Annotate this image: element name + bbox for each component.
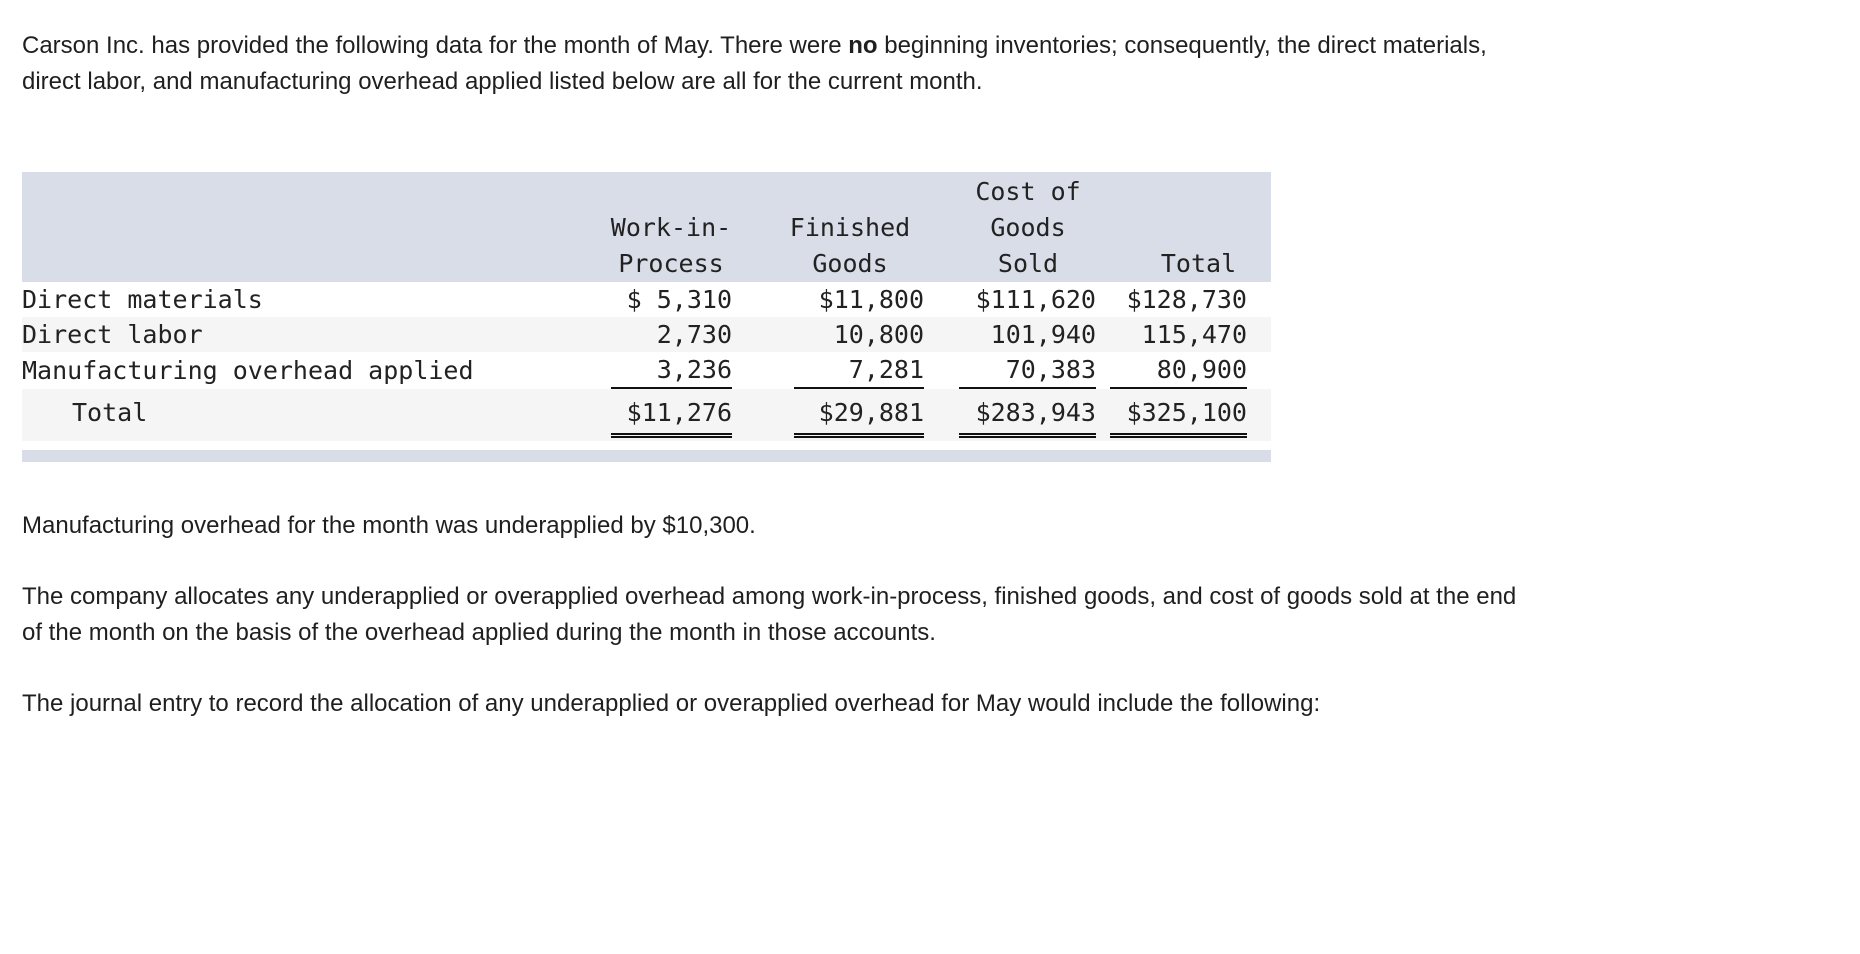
value: $111,620: [975, 285, 1096, 314]
row-label: Direct labor: [22, 320, 203, 349]
cell-fg-total: $29,881: [732, 389, 924, 441]
cell-cogs-total: $283,943: [924, 389, 1096, 441]
table-row: Manufacturing overhead applied 3,236 7,2…: [22, 352, 1271, 389]
intro-bold-no: no: [848, 32, 878, 59]
header-wip: Work-in- Process: [590, 172, 732, 282]
cell-cogs: 101,940: [924, 317, 1096, 352]
header-total: Total: [1096, 172, 1271, 282]
table-footer-bar: [22, 450, 1271, 462]
table-row: Direct materials $ 5,310 $11,800 $111,62…: [22, 282, 1271, 317]
value: 10,800: [833, 320, 924, 349]
table-row: Direct labor 2,730 10,800 101,940 115,47…: [22, 317, 1271, 352]
value: 2,730: [656, 320, 732, 349]
header-cogs: Cost of Goods Sold: [924, 172, 1096, 282]
cell-cogs: $111,620: [924, 282, 1096, 317]
cost-data-table-container: Work-in- Process Finished Goods Cost of Goo…: [22, 172, 1271, 441]
header-label: [22, 172, 590, 282]
header-cogs-line2: Goods: [990, 213, 1066, 242]
value: $11,276: [611, 393, 732, 438]
value: 115,470: [1141, 320, 1247, 349]
cell-fg: 7,281: [732, 352, 924, 389]
value: 80,900: [1110, 352, 1247, 389]
value: 7,281: [794, 352, 924, 389]
value: 70,383: [959, 352, 1096, 389]
cell-wip: $ 5,310: [590, 282, 732, 317]
header-fg: Finished Goods: [732, 172, 924, 282]
total-label: Total: [72, 398, 148, 427]
cell-wip: 3,236: [590, 352, 732, 389]
value: $128,730: [1126, 285, 1247, 314]
value: 101,940: [990, 320, 1096, 349]
cell-wip: 2,730: [590, 317, 732, 352]
journal-entry-paragraph: The journal entry to record the allocati…: [22, 690, 1321, 717]
cell-cogs: 70,383: [924, 352, 1096, 389]
cell-total: 80,900: [1096, 352, 1271, 389]
underapplied-paragraph: Manufacturing overhead for the month was…: [22, 512, 756, 539]
value: $325,100: [1110, 393, 1247, 438]
header-wip-line1: Work-in-: [610, 213, 732, 242]
cell-fg: $11,800: [732, 282, 924, 317]
value: 3,236: [611, 352, 732, 389]
intro-text-2: beginning inventories; consequently, the…: [22, 32, 1487, 95]
value: $283,943: [959, 393, 1096, 438]
allocation-paragraph: The company allocates any underapplied o…: [22, 583, 1517, 646]
value: $ 5,310: [626, 285, 732, 314]
table-total-row: Total $11,276 $29,881 $283,943 $325,100: [22, 389, 1271, 441]
value: $11,800: [818, 285, 924, 314]
cell-total-total: $325,100: [1096, 389, 1271, 441]
intro-text-1: Carson Inc. has provided the following d…: [22, 32, 849, 59]
cell-wip-total: $11,276: [590, 389, 732, 441]
cell-total: 115,470: [1096, 317, 1271, 352]
header-cogs-line3: Sold: [997, 249, 1059, 278]
header-total-line1: Total: [1160, 249, 1237, 278]
cell-total: $128,730: [1096, 282, 1271, 317]
header-wip-line2: Process: [618, 249, 724, 278]
header-cogs-line1: Cost of: [975, 177, 1081, 206]
cell-fg: 10,800: [732, 317, 924, 352]
intro-paragraph: Carson Inc. has provided the following d…: [22, 28, 1542, 100]
row-label: Manufacturing overhead applied: [22, 356, 474, 385]
table-header-row: Work-in- Process Finished Goods Cost of Goo…: [22, 172, 1271, 282]
row-label: Direct materials: [22, 285, 263, 314]
header-fg-line2: Goods: [812, 249, 888, 278]
cost-data-table: Work-in- Process Finished Goods Cost of Goo…: [22, 172, 1271, 441]
header-fg-line1: Finished: [789, 213, 911, 242]
value: $29,881: [794, 393, 924, 438]
